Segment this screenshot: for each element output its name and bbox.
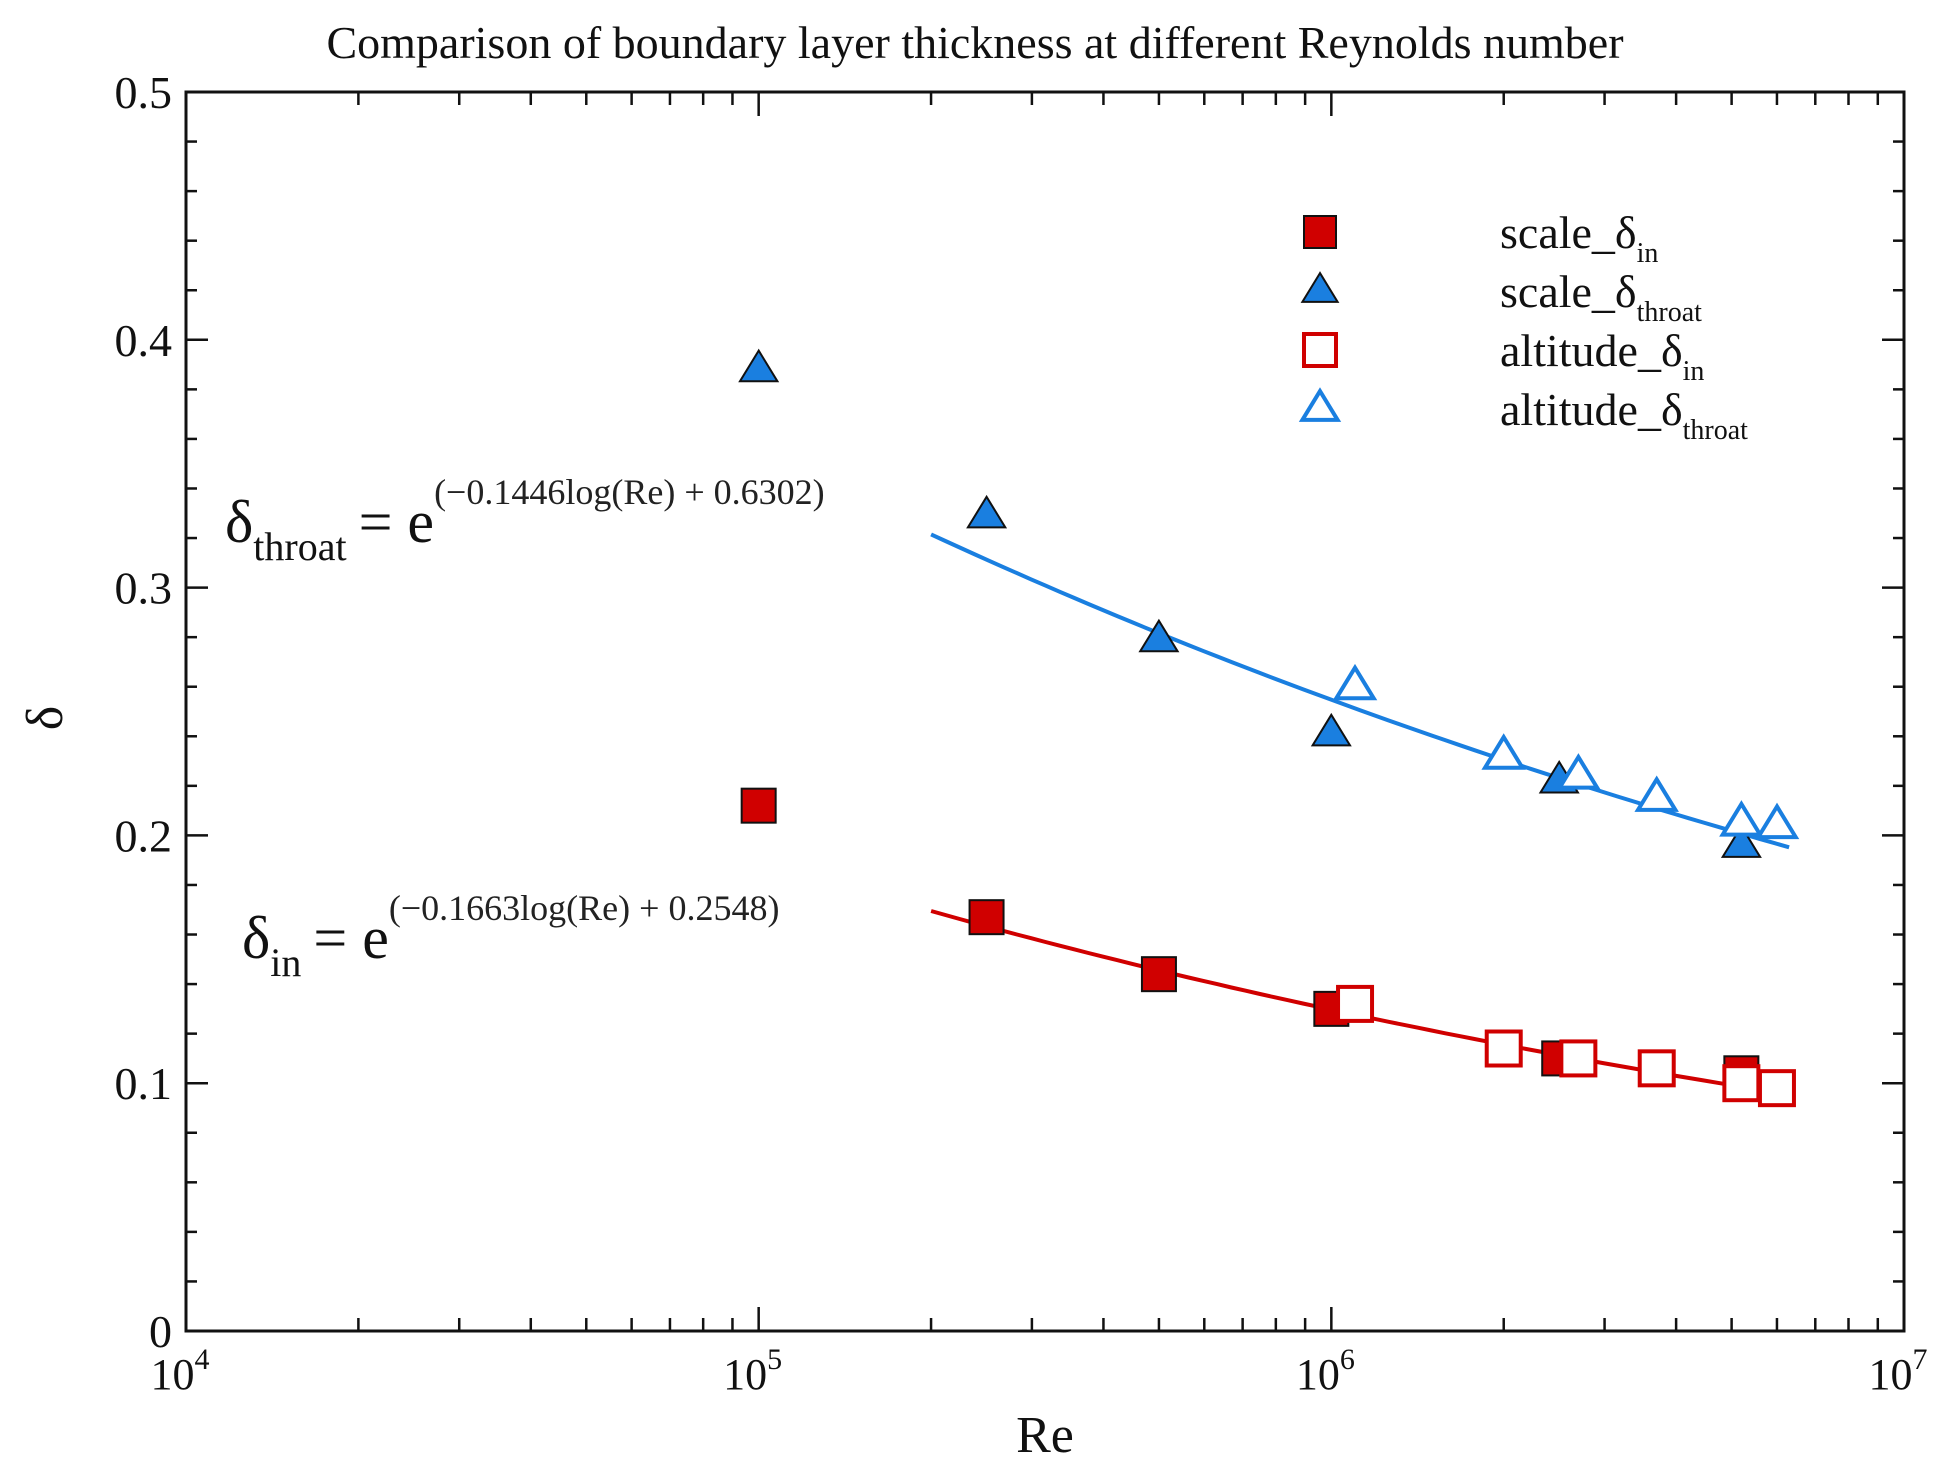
data-point xyxy=(1559,1039,1598,1078)
in-eq-exponent: (−0.1663log(Re) + 0.2548) xyxy=(389,888,780,928)
in-eq-rhs: = e xyxy=(313,905,388,971)
throat-fit-equation: δthroat = e(−0.1446log(Re) + 0.6302) xyxy=(225,472,825,569)
plot-frame xyxy=(184,90,1906,1333)
legend-marker xyxy=(1300,271,1340,303)
data-markers xyxy=(738,348,1800,1108)
legend-marker xyxy=(1298,387,1342,422)
data-point xyxy=(1754,802,1800,840)
data-point xyxy=(1757,1069,1796,1108)
legend-marker xyxy=(1302,332,1338,368)
data-point xyxy=(1332,663,1378,701)
x-tick-label: 105 xyxy=(723,1343,782,1399)
in-eq-lhs: δ xyxy=(242,905,270,971)
throat-eq-exponent: (−0.1446log(Re) + 0.6302) xyxy=(434,472,825,512)
legend-label: scale_δin xyxy=(1500,207,1658,269)
data-point xyxy=(1140,956,1177,993)
legend-label: altitude_δthroat xyxy=(1500,384,1748,446)
x-tick-label: 104 xyxy=(151,1343,210,1399)
throat-eq-lhs-sub: throat xyxy=(253,524,346,569)
data-point xyxy=(968,899,1005,936)
legend-marker xyxy=(1303,215,1337,249)
chart-title: Comparison of boundary layer thickness a… xyxy=(326,17,1623,68)
y-tick-label: 0.5 xyxy=(115,67,173,118)
data-point xyxy=(1481,733,1526,770)
y-tick-label: 0 xyxy=(149,1306,172,1357)
data-point xyxy=(1336,984,1375,1023)
throat-eq-rhs: = e xyxy=(359,489,434,555)
y-tick-labels: 0 0.1 0.2 0.3 0.4 0.5 xyxy=(115,67,173,1357)
y-tick-label: 0.1 xyxy=(115,1058,173,1109)
data-point xyxy=(1637,1049,1676,1088)
data-point xyxy=(1556,753,1601,790)
data-point xyxy=(738,348,780,383)
data-point xyxy=(1138,618,1180,653)
data-point xyxy=(1484,1029,1523,1068)
legend-label: altitude_δin xyxy=(1500,325,1704,387)
y-tick-label: 0.2 xyxy=(115,810,173,861)
legend: scale_δinscale_δthroataltitude_δinaltitu… xyxy=(1298,207,1748,446)
y-axis-label: δ xyxy=(17,706,74,731)
axis-ticks xyxy=(184,90,1906,1333)
svg-text:δin= e(−0.1663log(Re) + 0.2548: δin = e(−0.1663log(Re) + 0.2548) xyxy=(242,888,779,985)
data-point xyxy=(966,494,1008,529)
x-axis-label: Re xyxy=(1016,1407,1074,1464)
data-point xyxy=(740,787,777,824)
data-point xyxy=(1310,712,1352,747)
x-tick-label: 107 xyxy=(1869,1343,1928,1399)
x-tick-label: 106 xyxy=(1296,1343,1355,1399)
svg-text:δthroat= e(−0.1446log(Re) + 0.: δthroat = e(−0.1446log(Re) + 0.6302) xyxy=(225,472,825,569)
x-tick-labels: 104 105 106 107 xyxy=(151,1343,1928,1399)
data-point xyxy=(1720,824,1762,858)
y-tick-label: 0.4 xyxy=(115,315,173,366)
legend-label: scale_δthroat xyxy=(1500,266,1702,328)
data-point xyxy=(1719,800,1764,837)
in-eq-lhs-sub: in xyxy=(270,940,301,985)
throat-eq-lhs: δ xyxy=(225,489,253,555)
in-fit-equation: δin = e(−0.1663log(Re) + 0.2548) xyxy=(242,888,779,985)
data-point xyxy=(1634,775,1679,812)
y-tick-label: 0.3 xyxy=(115,563,173,614)
data-point xyxy=(1722,1064,1761,1103)
